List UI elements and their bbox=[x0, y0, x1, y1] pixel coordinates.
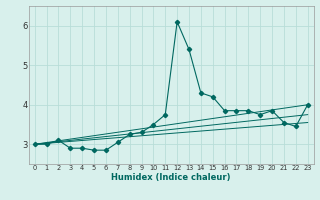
X-axis label: Humidex (Indice chaleur): Humidex (Indice chaleur) bbox=[111, 173, 231, 182]
